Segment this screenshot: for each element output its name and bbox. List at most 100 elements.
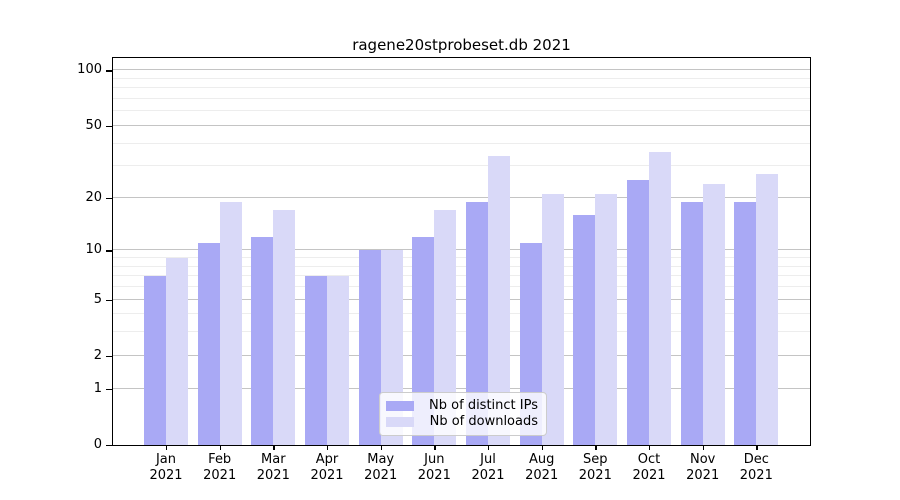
- legend-label-distinct-ips: Nb of distinct IPs: [429, 398, 538, 413]
- month-label: May: [367, 452, 395, 467]
- legend-item-downloads: Nb of downloads: [386, 415, 538, 429]
- x-axis-tick-label-dec: Dec 2021: [724, 452, 788, 483]
- bar-aug-downloads: [541, 194, 564, 445]
- x-axis-tick-label-apr: Apr 2021: [295, 452, 359, 483]
- gridline-minor-70: [113, 97, 810, 99]
- y-axis-tick-mark-1: [106, 388, 113, 391]
- gridline-minor-90: [113, 77, 810, 79]
- bar-dec-distinct-ips: [734, 201, 757, 445]
- bar-sep-downloads: [595, 194, 618, 445]
- gridline-minor-30: [113, 165, 810, 167]
- gridline-minor-9: [113, 257, 810, 258]
- legend-swatch-downloads: [386, 417, 414, 427]
- year-label: 2021: [471, 467, 505, 483]
- x-axis-tick-mark-sep: [595, 445, 597, 450]
- gridline-major-2: [113, 354, 810, 356]
- x-axis-tick-label-aug: Aug 2021: [510, 452, 574, 483]
- legend-label-downloads: Nb of downloads: [429, 414, 538, 429]
- gridline-major-5: [113, 298, 810, 300]
- year-label: 2021: [686, 467, 720, 483]
- month-label: Jun: [424, 452, 445, 467]
- x-axis-tick-label-sep: Sep 2021: [563, 452, 627, 483]
- bar-apr-distinct-ips: [305, 276, 327, 445]
- bar-jul-downloads: [488, 156, 510, 445]
- gridline-major-20: [113, 196, 810, 198]
- bar-apr-downloads: [327, 276, 349, 445]
- gridline-minor-7: [113, 275, 810, 277]
- x-axis-tick-mark-jun: [434, 445, 436, 450]
- y-axis-tick-label-10: 10: [85, 242, 102, 258]
- bar-nov-downloads: [702, 183, 725, 445]
- y-axis-tick-mark-5: [106, 299, 113, 301]
- plot-area: Nb of distinct IPs Nb of downloads: [112, 57, 811, 446]
- y-axis-tick-mark-0: [106, 445, 113, 447]
- bar-mar-downloads: [273, 210, 296, 445]
- gridline-minor-40: [113, 142, 810, 144]
- y-axis-tick-label-5: 5: [93, 291, 102, 307]
- y-axis-tick-mark-10: [106, 250, 113, 252]
- month-label: Sep: [583, 452, 608, 467]
- bar-nov-distinct-ips: [680, 201, 703, 445]
- x-axis-tick-mark-jan: [166, 445, 168, 450]
- x-axis-tick-label-mar: Mar 2021: [241, 452, 305, 483]
- bar-jun-downloads: [434, 210, 457, 445]
- y-axis-tick-mark-100: [106, 70, 113, 72]
- month-label: Oct: [637, 452, 661, 467]
- x-axis-tick-label-jan: Jan 2021: [134, 452, 198, 483]
- gridline-major-100: [113, 69, 810, 71]
- year-label: 2021: [417, 467, 451, 483]
- legend-swatch-distinct-ips: [386, 401, 414, 411]
- y-axis-tick-mark-2: [106, 355, 113, 358]
- bar-feb-downloads: [219, 201, 242, 445]
- year-label: 2021: [739, 467, 773, 483]
- bar-jul-distinct-ips: [466, 201, 488, 445]
- bar-jan-distinct-ips: [144, 276, 166, 445]
- x-axis-tick-mark-apr: [327, 445, 329, 450]
- x-axis-tick-label-feb: Feb 2021: [188, 452, 252, 483]
- gridline-major-10: [113, 249, 810, 251]
- gridline-minor-8: [113, 265, 810, 267]
- month-label: Jan: [155, 452, 177, 467]
- x-axis-tick-label-jul: Jul 2021: [456, 452, 520, 483]
- year-label: 2021: [149, 467, 183, 483]
- y-axis-tick-label-2: 2: [93, 347, 102, 363]
- bar-may-distinct-ips: [358, 250, 381, 445]
- x-axis-tick-mark-feb: [219, 445, 222, 450]
- month-label: Apr: [315, 452, 339, 467]
- gridline-minor-4: [113, 313, 810, 315]
- gridline-minor-60: [113, 110, 810, 112]
- legend-item-distinct-ips: Nb of distinct IPs: [386, 399, 538, 413]
- y-axis-tick-label-0: 0: [93, 437, 102, 452]
- x-axis-tick-mark-nov: [702, 445, 705, 450]
- month-label: Jul: [480, 452, 496, 467]
- y-axis-tick-mark-20: [106, 197, 113, 200]
- gridline-major-1: [113, 387, 810, 389]
- x-axis-tick-mark-aug: [541, 445, 544, 450]
- gridline-major-50: [113, 124, 810, 126]
- bar-feb-distinct-ips: [197, 243, 220, 445]
- bar-oct-distinct-ips: [627, 180, 649, 445]
- year-label: 2021: [203, 467, 237, 483]
- gridline-minor-6: [113, 286, 810, 287]
- month-label: Mar: [261, 452, 286, 467]
- x-axis-tick-mark-mar: [273, 445, 275, 450]
- bar-oct-downloads: [649, 151, 671, 445]
- year-label: 2021: [364, 467, 398, 483]
- bar-dec-downloads: [756, 174, 779, 445]
- legend: Nb of distinct IPs Nb of downloads: [379, 392, 547, 436]
- month-label: Nov: [690, 452, 716, 467]
- x-axis-tick-mark-oct: [649, 445, 651, 450]
- x-axis-tick-label-oct: Oct 2021: [617, 452, 681, 483]
- y-axis-tick-label-20: 20: [85, 189, 102, 205]
- x-axis-tick-label-may: May 2021: [349, 452, 413, 483]
- year-label: 2021: [525, 467, 559, 483]
- y-axis-tick-mark-50: [106, 125, 113, 128]
- month-label: Feb: [208, 452, 232, 467]
- x-axis-tick-mark-jul: [488, 445, 490, 450]
- year-label: 2021: [632, 467, 666, 483]
- y-axis-tick-label-50: 50: [85, 117, 102, 133]
- year-label: 2021: [310, 467, 344, 483]
- bar-sep-distinct-ips: [573, 214, 596, 445]
- year-label: 2021: [578, 467, 612, 483]
- x-axis-tick-mark-dec: [756, 445, 758, 450]
